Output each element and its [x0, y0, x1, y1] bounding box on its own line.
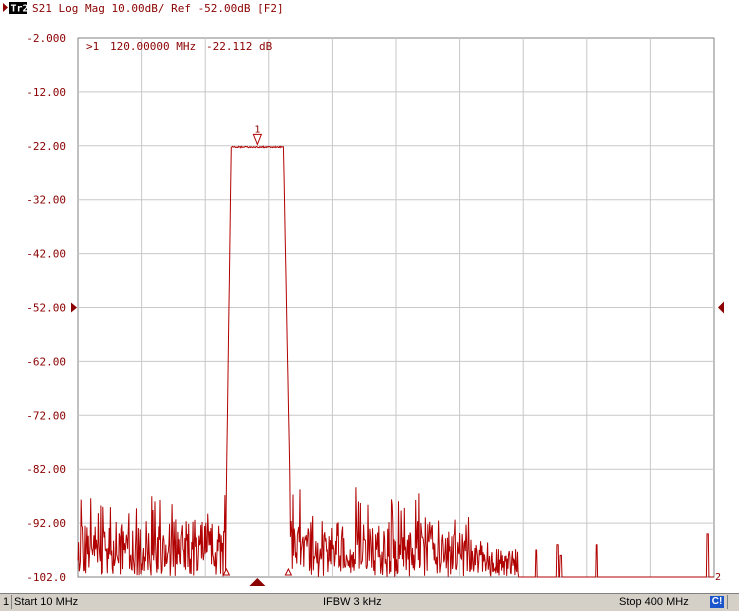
trace-header-text[interactable]: S21 Log Mag 10.00dB/ Ref -52.00dB [F2]: [32, 2, 284, 15]
trace-id-label: Tr2: [11, 4, 29, 15]
y-tick-label: -92.00: [26, 517, 66, 530]
trace-id-badge[interactable]: [9, 2, 27, 14]
y-tick-label: -42.00: [26, 248, 66, 261]
marker-3-icon[interactable]: [284, 567, 293, 576]
y-tick-label: -52.00: [26, 302, 66, 315]
active-trace-arrow-icon: [3, 3, 8, 12]
correction-badge[interactable]: C!: [710, 596, 724, 608]
marker-2-icon[interactable]: [222, 567, 231, 576]
y-tick-label: -22.00: [26, 140, 66, 153]
marker-1-icon[interactable]: [252, 133, 263, 146]
graticule: [78, 38, 714, 577]
y-axis-tick-labels: -2.000 -12.00 -22.00 -32.00 -42.00 -52.00 -62.…: [26, 32, 66, 584]
stop-frequency[interactable]: Stop 400 MHz: [619, 596, 689, 608]
ifbw-setting[interactable]: IFBW 3 kHz: [323, 596, 382, 608]
y-tick-label: -2.000: [26, 32, 66, 45]
y-tick-label: -82.00: [26, 463, 66, 476]
marker-readout-label: >1: [86, 40, 99, 53]
status-bar: 1 Start 10 MHz IFBW 3 kHz Stop 400 MHz C…: [0, 593, 739, 611]
status-end-cell: [727, 595, 738, 609]
active-marker-stimulus-icon[interactable]: [249, 578, 266, 586]
marker-readout-frequency: 120.00000 MHz: [110, 40, 196, 53]
y-tick-label: -72.00: [26, 409, 66, 422]
reference-level-right-icon[interactable]: [718, 301, 724, 314]
reference-level-left-icon[interactable]: [71, 302, 77, 313]
y-tick-label: -102.0: [26, 571, 66, 584]
y-tick-label: -62.00: [26, 355, 66, 368]
trace-end-label: 2: [715, 572, 721, 583]
y-tick-label: -32.00: [26, 194, 66, 207]
display-background: [0, 0, 739, 593]
marker-group[interactable]: 1: [222, 124, 293, 586]
y-tick-label: -12.00: [26, 86, 66, 99]
s21-trace-line: [77, 145, 714, 578]
channel-number[interactable]: 1: [1, 595, 12, 609]
marker-1-label: 1: [254, 124, 260, 135]
marker-readout-value: -22.112 dB: [206, 40, 273, 53]
start-frequency[interactable]: Start 10 MHz: [14, 596, 79, 608]
